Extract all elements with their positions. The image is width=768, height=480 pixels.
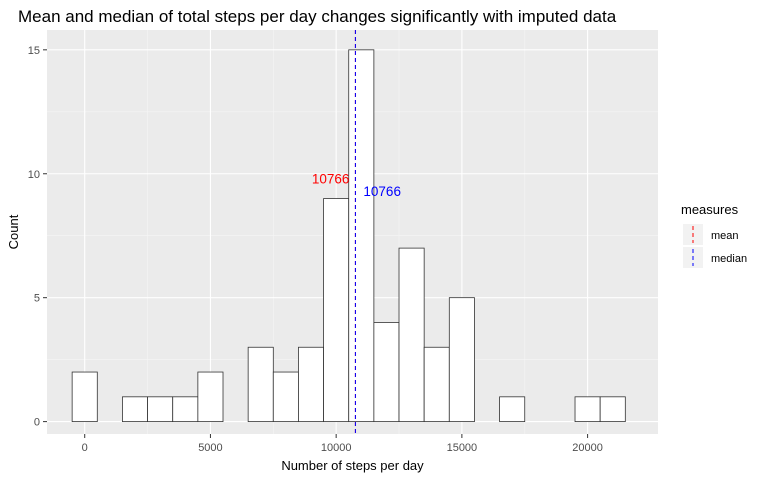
legend: measures mean median (681, 202, 747, 268)
legend-title: measures (681, 202, 739, 217)
histogram-bars (71, 49, 626, 423)
y-tick-label: 0 (34, 417, 40, 429)
y-axis: 0 5 10 15 (28, 45, 47, 429)
histogram-bar (323, 198, 350, 423)
histogram-bar (499, 396, 526, 423)
histogram-bar (272, 371, 299, 423)
histogram-bar (599, 396, 626, 423)
x-tick-label: 10000 (321, 442, 352, 454)
y-tick-label: 5 (34, 293, 40, 305)
x-axis: 0 5000 10000 15000 20000 (82, 434, 603, 454)
y-axis-title: Count (6, 214, 21, 249)
annotations: 10766 10766 (312, 172, 401, 199)
histogram-bar (147, 396, 174, 423)
x-axis-title: Number of steps per day (281, 458, 424, 473)
histogram-bar (348, 49, 375, 423)
x-tick-label: 20000 (572, 442, 603, 454)
histogram-bar (574, 396, 601, 423)
histogram-bar (197, 371, 224, 423)
histogram-bar (122, 396, 148, 423)
median-value-label: 10766 (363, 184, 401, 199)
x-tick-label: 5000 (198, 442, 222, 454)
chart-title: Mean and median of total steps per day c… (18, 7, 617, 26)
mean-value-label: 10766 (312, 172, 350, 187)
histogram-bar (373, 322, 400, 423)
histogram-bar (172, 396, 199, 423)
histogram-bar (298, 346, 324, 423)
histogram-bar (448, 297, 475, 423)
histogram-bar (423, 346, 450, 423)
histogram-bar (247, 346, 274, 423)
histogram-bar (398, 247, 425, 423)
x-tick-label: 15000 (447, 442, 478, 454)
x-tick-label: 0 (82, 442, 88, 454)
y-tick-label: 15 (28, 45, 40, 57)
y-tick-label: 10 (28, 169, 40, 181)
legend-label-mean: mean (711, 230, 739, 242)
histogram-bar (71, 371, 98, 423)
legend-label-median: median (711, 253, 747, 265)
